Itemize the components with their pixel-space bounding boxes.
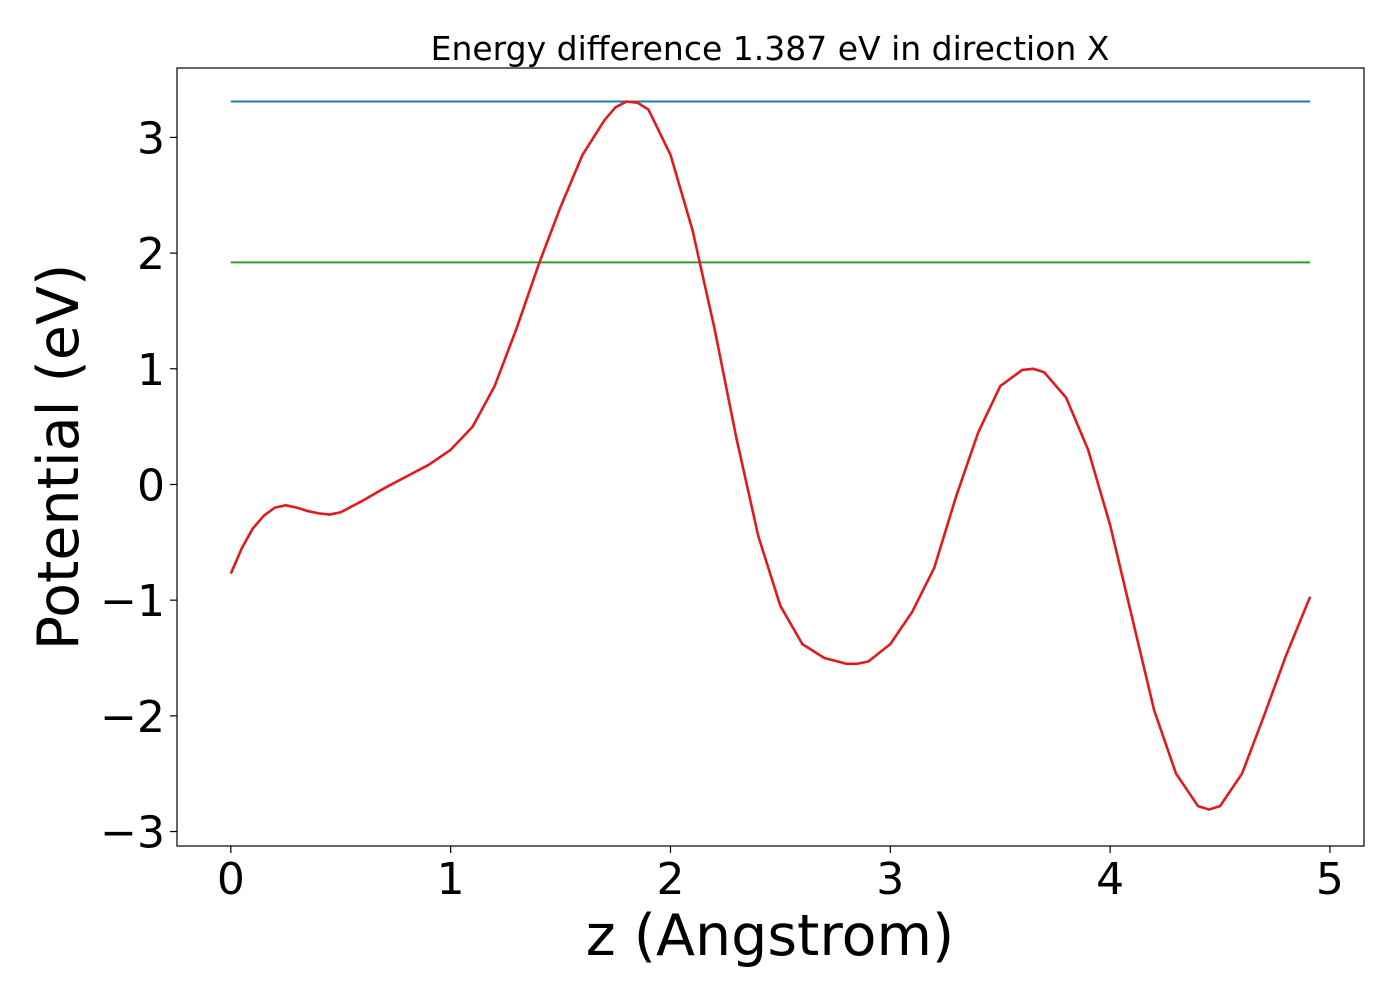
x-axis-label: z (Angstrom)	[586, 903, 954, 969]
x-tick-label: 3	[876, 854, 904, 905]
potential-curve-line	[229, 100, 1312, 811]
series-layer	[229, 100, 1312, 811]
x-tick-label: 4	[1096, 854, 1124, 905]
y-tick-label: −1	[100, 576, 165, 627]
y-tick-label: 0	[137, 460, 165, 511]
x-tick-label: 2	[656, 854, 684, 905]
x-tick-label: 0	[217, 854, 245, 905]
ticks-layer: 0 1 2 3 4 5 −3 −2 −1 0 1 2 3	[100, 113, 1344, 905]
y-tick-label: 1	[137, 345, 165, 396]
chart-title: Energy difference 1.387 eV in direction …	[431, 29, 1110, 68]
y-tick-label: −3	[100, 808, 165, 859]
y-tick-label: −2	[100, 692, 165, 743]
y-tick-label: 3	[137, 113, 165, 164]
y-axis-label: Potential (eV)	[26, 264, 92, 650]
y-tick-label: 2	[137, 229, 165, 280]
x-tick-label: 1	[437, 854, 465, 905]
x-tick-label: 5	[1316, 854, 1344, 905]
plot-area-frame	[176, 67, 1365, 847]
